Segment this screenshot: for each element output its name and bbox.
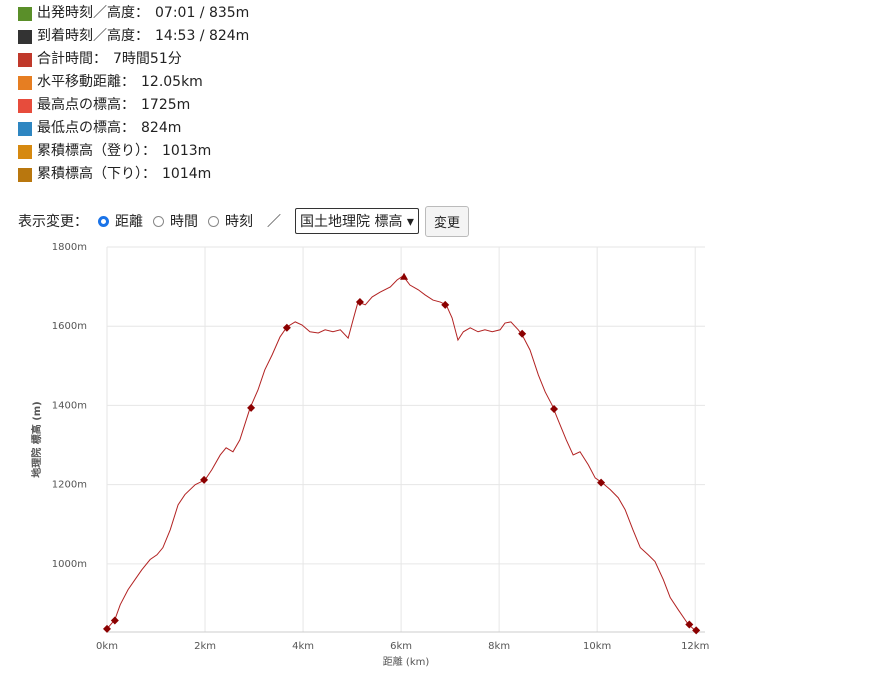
radio-label[interactable]: 距離	[115, 214, 143, 230]
icon	[18, 29, 32, 44]
waypoint-marker	[200, 475, 209, 484]
y-axis-title: 地理院 標高 (m)	[30, 401, 43, 478]
chart: 1000m 1200m 1400m 1600m 1800m 0km 2km 4km 6km 8km…	[30, 242, 709, 668]
stat-label: 到着時刻／高度：	[37, 28, 149, 44]
stat-value: 14:53 / 824m	[155, 28, 250, 44]
icon	[18, 98, 32, 113]
stat-label: 最高点の標高：	[37, 97, 135, 113]
stat-label: 出発時刻／高度：	[37, 5, 149, 21]
waypoint-marker	[110, 616, 119, 625]
waypoint-marker	[692, 626, 701, 635]
icon	[18, 167, 32, 182]
stat-row: 累積標高（登り）： 1013m	[18, 140, 249, 163]
radio-label[interactable]: 時間	[170, 214, 198, 230]
controls: 表示変更： 距離 時間 時刻 ／ 国土地理院 標高 ▾ 変更	[18, 205, 469, 237]
select-text[interactable]: 国土地理院 標高	[300, 214, 403, 230]
waypoint-marker	[550, 405, 559, 414]
stat-value: 1013m	[162, 143, 212, 159]
waypoint-marker	[282, 323, 291, 332]
y-tick-label: 1400m	[52, 400, 87, 411]
x-axis-title: 距離 (km)	[383, 655, 430, 668]
y-tick-label: 1800m	[52, 242, 87, 253]
stat-value: 1014m	[162, 166, 212, 182]
stat-value: 824m	[141, 120, 182, 136]
radio[interactable]	[208, 215, 219, 227]
stat-value: 07:01 / 835m	[155, 5, 250, 21]
stat-label: 水平移動距離：	[37, 74, 135, 90]
waypoint-marker	[597, 478, 606, 487]
waypoint-marker	[103, 624, 111, 633]
waypoint-marker	[441, 300, 450, 309]
y-tick-label: 1600m	[52, 321, 87, 332]
stat-row: 出発時刻／高度： 07:01 / 835m	[18, 2, 249, 25]
stat-label: 合計時間：	[37, 51, 107, 67]
icon	[18, 52, 32, 67]
icon	[18, 75, 32, 90]
y-tick-label: 1200m	[52, 480, 87, 491]
controls-label: 表示変更：	[18, 214, 88, 230]
stat-row: 最低点の標高： 824m	[18, 117, 249, 140]
radio-label[interactable]: 時刻	[225, 214, 253, 230]
stat-value: 7時間51分	[113, 51, 182, 67]
radio[interactable]	[98, 215, 109, 227]
waypoint-marker	[518, 329, 527, 338]
separator: ／	[267, 214, 281, 230]
icon	[18, 6, 32, 21]
select[interactable]: 国土地理院 標高 ▾	[295, 208, 419, 234]
stat-label: 累積標高（登り）：	[37, 143, 156, 159]
stat-row: 水平移動距離： 12.05km	[18, 71, 249, 94]
peak-marker	[400, 272, 409, 280]
stat-value: 1725m	[141, 97, 191, 113]
button[interactable]: 変更	[424, 205, 469, 237]
stat-label: 累積標高（下り）：	[37, 166, 156, 182]
x-tick-label: 0km	[96, 641, 118, 652]
x-tick-label: 8km	[488, 641, 510, 652]
y-tick-label: 1000m	[52, 559, 87, 570]
waypoint-marker	[247, 403, 256, 412]
stat-row: 最高点の標高： 1725m	[18, 94, 249, 117]
stats-list: 出発時刻／高度： 07:01 / 835m 到着時刻／高度： 14:53 / 824m…	[18, 2, 249, 186]
stat-row: 累積標高（下り）： 1014m	[18, 163, 249, 186]
icon	[18, 144, 32, 159]
stat-row: 合計時間： 7時間51分	[18, 48, 249, 71]
x-tick-label: 2km	[194, 641, 216, 652]
x-tick-label: 6km	[390, 641, 412, 652]
stat-row: 到着時刻／高度： 14:53 / 824m	[18, 25, 249, 48]
line	[106, 275, 696, 631]
radio[interactable]	[153, 215, 164, 227]
x-tick-label: 4km	[292, 641, 314, 652]
waypoint-marker	[355, 298, 364, 307]
stat-value: 12.05km	[141, 74, 203, 90]
x-tick-label: 12km	[681, 641, 709, 652]
waypoint-marker	[685, 620, 694, 629]
stat-label: 最低点の標高：	[37, 120, 135, 136]
x-tick-label: 10km	[583, 641, 611, 652]
icon	[18, 121, 32, 136]
